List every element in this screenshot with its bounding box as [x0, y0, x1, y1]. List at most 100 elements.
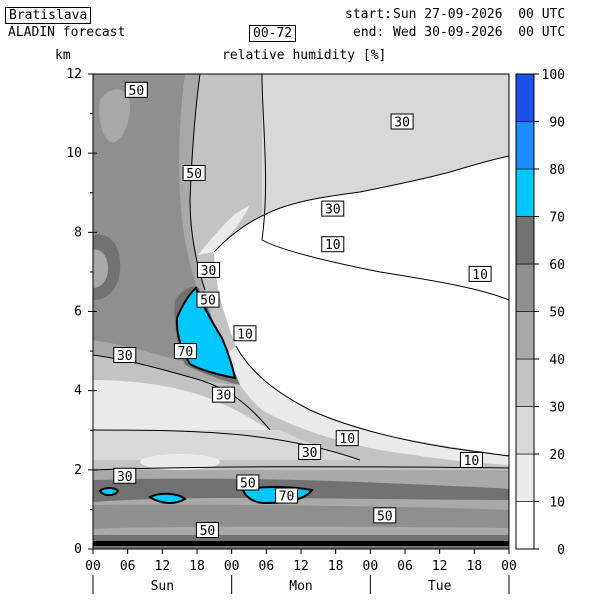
- field-bl-mid: [93, 504, 509, 529]
- colorbar-bin: [515, 406, 535, 455]
- forecast-range: 00-72: [249, 25, 297, 42]
- x-tick-label: 18: [467, 559, 483, 574]
- contour-labels: 50 30 50 30 10 30 10 50 10 70 30 30 10 30 10 30 50 70 50 50: [113, 81, 492, 539]
- field-core-70-low1: [98, 487, 120, 497]
- colorbar-level: 30: [549, 401, 565, 416]
- end-value: Wed 30-09-2026 00 UTC: [393, 25, 566, 40]
- contour-label: 30: [113, 347, 137, 364]
- contour-label-box: [233, 325, 257, 342]
- colorbar-level: 0: [557, 543, 565, 558]
- colorbar-bin: [515, 358, 535, 407]
- contour-label-text: 10: [339, 432, 355, 447]
- contour-label-text: 50: [129, 84, 145, 99]
- contour-label-box: [196, 291, 220, 308]
- field-blob-light: [140, 454, 220, 470]
- y-tick-label: 6: [74, 305, 82, 320]
- contour-label-box: [236, 474, 260, 491]
- contour-label-text: 30: [216, 389, 232, 404]
- end-label: end:: [353, 25, 385, 40]
- contour-label-box: [195, 522, 219, 538]
- y-tick-label: 2: [74, 463, 82, 478]
- field-light-pocket: [99, 89, 131, 143]
- contour-label: 10: [459, 451, 483, 469]
- contour-label-text: 30: [117, 349, 133, 364]
- start-label: start:: [345, 7, 392, 22]
- field-surface: [93, 541, 509, 546]
- contour-label: 30: [390, 113, 414, 131]
- field-low-light: [93, 380, 270, 430]
- contour-label-box: [321, 236, 345, 253]
- contour-label: 30: [212, 386, 236, 404]
- colorbar-level: 90: [549, 116, 565, 131]
- model-name: ALADIN forecast: [8, 25, 126, 40]
- contour-label-text: 10: [472, 268, 488, 283]
- x-tick-label: 06: [259, 559, 275, 574]
- contour-label-text: 30: [325, 203, 341, 218]
- contour-label-box: [468, 265, 492, 282]
- y-tick-label: 4: [74, 384, 82, 399]
- contour-label-text: 50: [377, 509, 393, 524]
- contour-label: 50: [195, 522, 219, 539]
- y-tick-label: 0: [74, 542, 82, 557]
- colorbar-level: 40: [549, 353, 565, 368]
- contour-label-box: [124, 81, 148, 98]
- colorbar-level: 70: [549, 211, 565, 226]
- x-tick-label: 00: [363, 559, 379, 574]
- contour-label-box: [373, 507, 397, 524]
- contour-label-text: 50: [200, 524, 216, 539]
- contour-label: 30: [113, 467, 137, 485]
- colorbar-level: 10: [549, 496, 565, 511]
- contour-label-box: [275, 487, 299, 504]
- colorbar-bin: [515, 121, 535, 170]
- contour-label: 30: [298, 444, 322, 461]
- x-axis: 00 06 12 18 00 06 12 18 00 06 12 18 00 Sun Mon Tue: [85, 549, 517, 594]
- contour-label-text: 70: [178, 345, 194, 360]
- colorbar-level: 80: [549, 163, 565, 178]
- station-name: Bratislava: [5, 7, 92, 24]
- contour-label-text: 10: [464, 454, 480, 469]
- day-label: Mon: [289, 579, 312, 594]
- field-band-left-top: [198, 205, 250, 255]
- contour-label-text: 50: [240, 477, 256, 492]
- contour-label: 50: [236, 474, 260, 492]
- colorbar-level: 50: [549, 306, 565, 321]
- x-tick-label: 00: [501, 559, 517, 574]
- x-tick-label: 12: [293, 559, 309, 574]
- contour-label-box: [113, 347, 137, 364]
- contour-label: 10: [468, 265, 492, 283]
- contour-label: 50: [124, 81, 148, 99]
- contour-label: 50: [196, 291, 220, 309]
- x-tick-label: 00: [85, 559, 101, 574]
- colorbar-bin: [515, 168, 535, 217]
- field-low-light2: [93, 430, 360, 460]
- humidity-field: [93, 74, 509, 549]
- contour-label: 10: [321, 236, 345, 253]
- x-tick-label: 12: [155, 559, 171, 574]
- contour-label: 10: [233, 325, 257, 342]
- contour-label-box: [197, 261, 221, 278]
- colorbar-level: 100: [542, 68, 565, 83]
- contour-label-text: 50: [200, 294, 216, 309]
- y-axis-label: km: [55, 48, 71, 63]
- contour-label-box: [113, 467, 137, 484]
- y-tick-label: 8: [74, 225, 82, 240]
- day-label: Sun: [151, 579, 174, 594]
- field-core-70-low2: [148, 492, 187, 504]
- colorbar-bin: [515, 453, 535, 502]
- contour-label-text: 70: [279, 490, 295, 505]
- contour-label-box: [321, 200, 345, 217]
- chart-title: relative humidity [%]: [222, 48, 387, 63]
- x-tick-label: 06: [120, 559, 136, 574]
- x-tick-label: 00: [224, 559, 240, 574]
- colorbar-bin: [515, 73, 535, 122]
- contour-label: 70: [275, 487, 299, 505]
- colorbar-bin: [515, 263, 535, 312]
- contour-label-box: [182, 164, 206, 181]
- contour-label: 70: [173, 343, 197, 360]
- colorbar-bin: [515, 311, 535, 360]
- y-tick-label: 10: [66, 146, 82, 161]
- colorbar-level: 20: [549, 448, 565, 463]
- colorbar-bin: [515, 216, 535, 265]
- x-tick-label: 06: [397, 559, 413, 574]
